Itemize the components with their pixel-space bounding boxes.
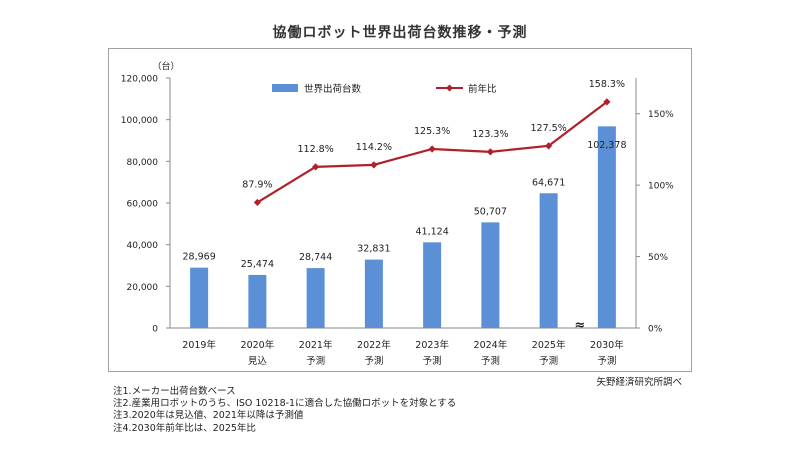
x-tick-label: 2020年 xyxy=(241,339,275,351)
line-point-marker xyxy=(486,148,494,156)
bar xyxy=(306,268,325,328)
x-tick-label: 2023年 xyxy=(415,339,449,351)
y-left-tick-label: 120,000 xyxy=(121,75,158,85)
line-value-label: 87.9% xyxy=(242,179,272,190)
legend-label: 前年比 xyxy=(468,83,497,95)
bar xyxy=(248,274,267,328)
line-point-marker xyxy=(545,142,553,150)
x-tick-label: 2024年 xyxy=(474,339,508,351)
x-tick-sublabel: 予測 xyxy=(481,355,500,367)
line-value-label: 127.5% xyxy=(531,123,567,134)
line-value-label: 123.3% xyxy=(472,129,508,140)
bar-value-label: 50,707 xyxy=(474,206,507,217)
bar-value-label: 64,671 xyxy=(532,177,565,188)
line-point-marker xyxy=(603,98,611,106)
bar-value-label: 32,831 xyxy=(357,244,390,255)
x-tick-sublabel: 予測 xyxy=(306,355,325,367)
y-left-tick-label: 60,000 xyxy=(127,200,159,210)
line-point-marker xyxy=(312,163,320,171)
legend-swatch-bar xyxy=(272,84,298,92)
footnote: 注4.2030年前年比は、2025年比 xyxy=(113,422,256,434)
y-right-tick-label: 150% xyxy=(648,110,674,120)
x-tick-label: 2025年 xyxy=(532,339,566,351)
bar-break-gap xyxy=(596,111,617,127)
footnote: 注3.2020年は見込値、2021年以降は予測値 xyxy=(113,410,304,422)
line-value-label: 112.8% xyxy=(298,144,334,155)
bar-value-label: 102,378 xyxy=(587,140,626,151)
bar xyxy=(481,222,500,328)
x-tick-label: 2019年 xyxy=(182,339,216,351)
bar-value-label: 41,124 xyxy=(416,226,449,237)
y-right-tick-label: 100% xyxy=(648,182,674,192)
bar-value-label: 28,744 xyxy=(299,252,332,263)
source-credit: 矢野経済研究所調べ xyxy=(596,377,682,388)
x-tick-sublabel: 予測 xyxy=(364,355,383,367)
legend-label: 世界出荷台数 xyxy=(304,83,362,95)
x-tick-sublabel: 予測 xyxy=(423,355,442,367)
bar-value-label: 28,969 xyxy=(183,252,216,263)
line-value-label: 158.3% xyxy=(589,79,625,90)
footnotes: 注1.メーカー出荷台数ベース 注2.産業用ロボットのうち、ISO 10218-1… xyxy=(113,386,456,435)
bar xyxy=(423,242,442,328)
y-left-tick-label: 100,000 xyxy=(121,116,158,126)
y-right-tick-label: 0% xyxy=(648,325,663,335)
line-point-marker xyxy=(370,161,378,169)
x-tick-sublabel: 予測 xyxy=(597,355,616,367)
bar xyxy=(190,267,209,328)
legend-swatch-marker xyxy=(446,84,453,92)
y-left-tick-label: 20,000 xyxy=(127,283,159,293)
line-point-marker xyxy=(428,145,436,153)
footnote: 注2.産業用ロボットのうち、ISO 10218-1に適合した協働ロボットを対象と… xyxy=(113,398,457,410)
y-left-tick-label: 80,000 xyxy=(127,158,159,168)
axis-break-icon: ≈ xyxy=(574,318,585,333)
bar xyxy=(364,259,383,328)
x-tick-label: 2021年 xyxy=(299,339,333,351)
x-tick-label: 2030年 xyxy=(590,339,624,351)
x-tick-sublabel: 見込 xyxy=(248,356,268,367)
y-left-tick-label: 40,000 xyxy=(127,241,159,251)
chart-frame xyxy=(108,48,692,372)
y-left-unit-label: （台） xyxy=(152,60,179,72)
line-point-marker xyxy=(253,198,261,207)
bar xyxy=(539,193,558,328)
bar-value-label: 25,474 xyxy=(241,259,274,270)
chart-title: 協働ロボット世界出荷台数推移・予測 xyxy=(272,25,528,41)
y-left-tick-label: 0 xyxy=(152,325,158,335)
x-tick-label: 2022年 xyxy=(357,339,391,351)
footnote: 注1.メーカー出荷台数ベース xyxy=(113,386,236,397)
x-tick-sublabel: 予測 xyxy=(539,355,558,367)
line-value-label: 125.3% xyxy=(414,126,450,137)
bar xyxy=(597,114,616,329)
line-value-label: 114.2% xyxy=(356,142,392,153)
y-right-tick-label: 50% xyxy=(648,253,668,263)
